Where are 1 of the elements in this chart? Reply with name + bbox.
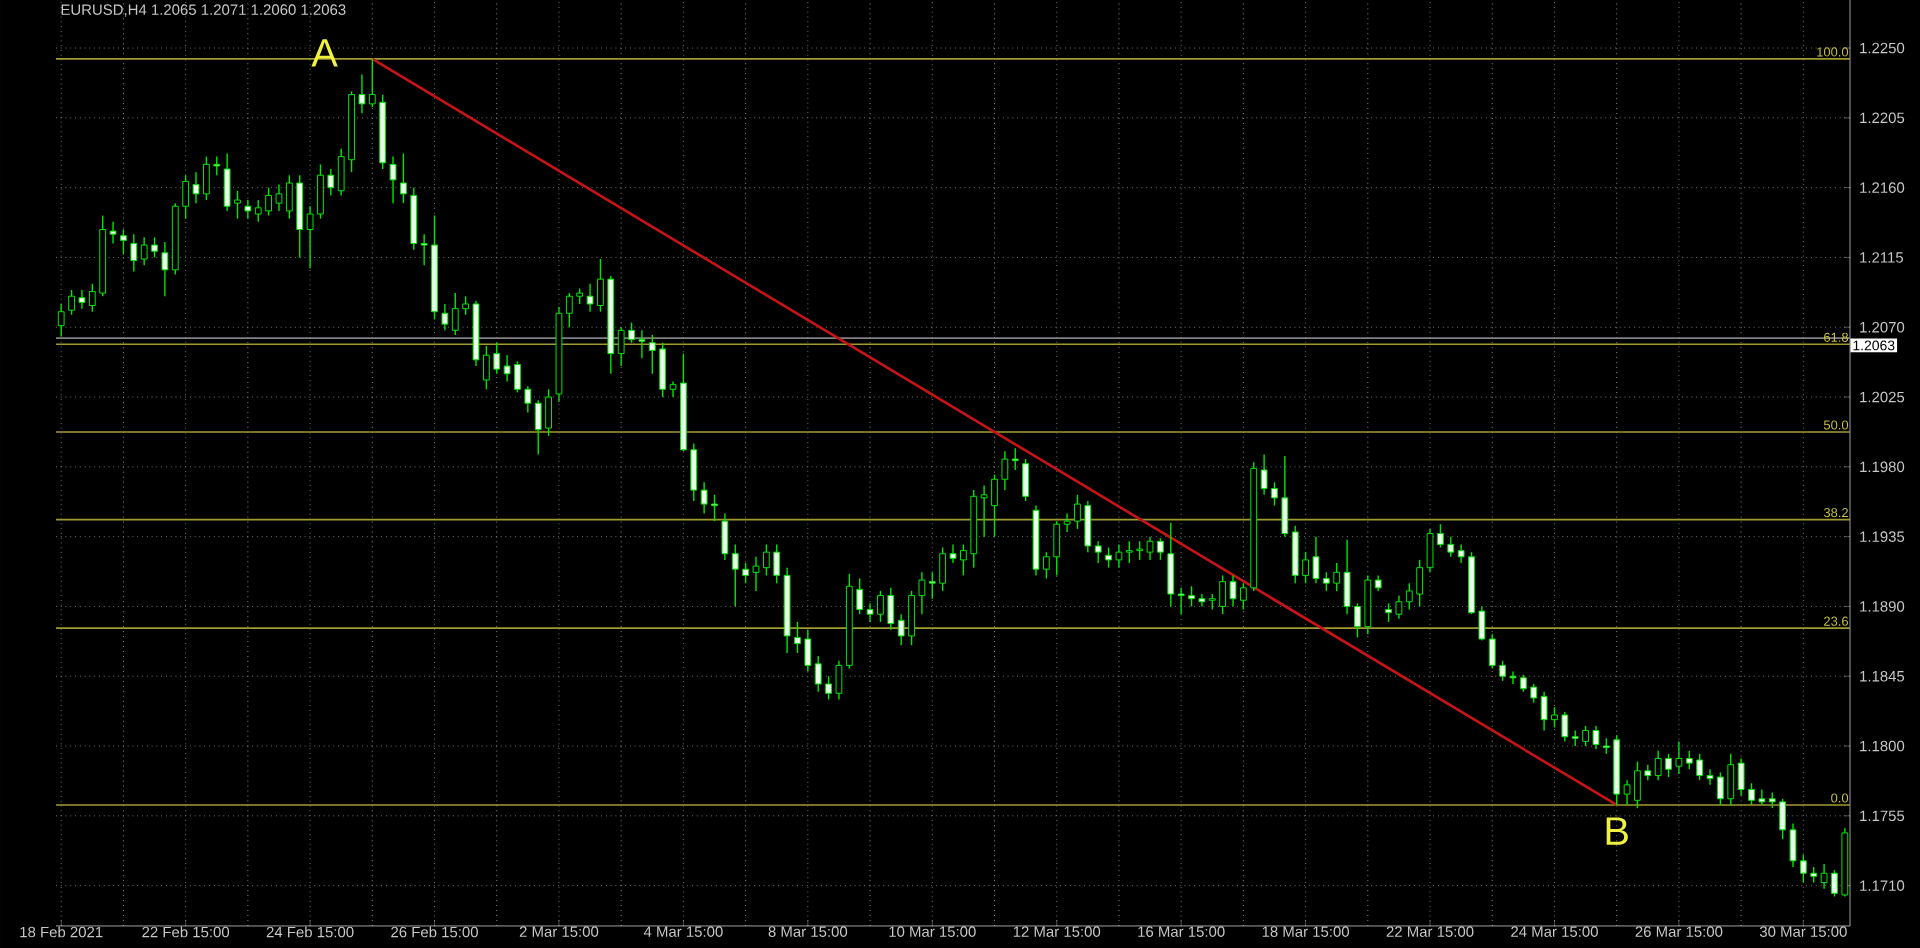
annotation: B [1606, 817, 1628, 845]
